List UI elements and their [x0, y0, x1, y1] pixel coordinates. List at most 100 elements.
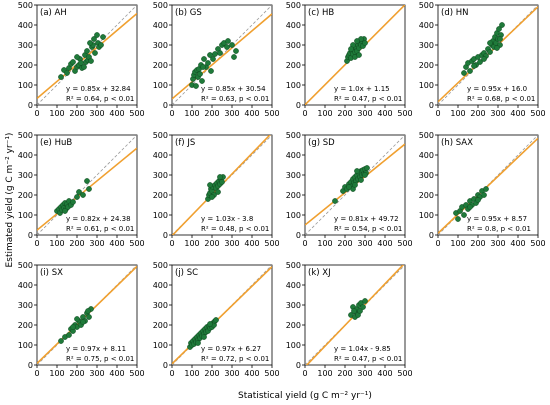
x-tick-label: 0	[169, 109, 174, 118]
x-tick-label: 200	[337, 109, 352, 118]
data-point	[346, 184, 352, 190]
x-tick-label: 400	[377, 239, 392, 248]
x-tick-label: 0	[435, 109, 440, 118]
data-point	[229, 42, 235, 48]
y-tick-label: 100	[18, 81, 33, 90]
x-tick-label: 300	[490, 239, 505, 248]
x-tick-label: 0	[302, 239, 307, 248]
y-tick-label: 300	[419, 171, 434, 180]
x-tick-label: 200	[204, 109, 219, 118]
data-point	[475, 197, 481, 203]
data-point	[477, 59, 483, 65]
y-tick-label: 400	[286, 281, 301, 290]
x-tick-label: 400	[109, 239, 124, 248]
x-tick-label: 0	[169, 239, 174, 248]
x-tick-label: 200	[337, 239, 352, 248]
x-tick-label: 100	[49, 109, 64, 118]
y-tick-label: 0	[28, 101, 33, 110]
data-point	[86, 186, 92, 192]
x-tick-label: 100	[450, 109, 465, 118]
data-point	[84, 178, 90, 184]
panel-title: (b) GS	[175, 8, 202, 18]
data-point	[58, 338, 64, 344]
y-tick-label: 0	[28, 361, 33, 370]
data-point	[76, 189, 82, 195]
regression-stats: R² = 0.61, p < 0.01	[66, 225, 134, 233]
data-point	[225, 38, 231, 44]
y-tick-label: 200	[419, 191, 434, 200]
y-tick-label: 100	[18, 211, 33, 220]
data-point	[499, 22, 505, 28]
y-tick-label: 200	[18, 321, 33, 330]
y-tick-label: 200	[153, 191, 168, 200]
x-tick-label: 400	[109, 109, 124, 118]
panel-title: (k) XJ	[308, 268, 331, 278]
y-tick-label: 300	[18, 41, 33, 50]
data-point	[497, 36, 503, 42]
regression-stats: R² = 0.68, p < 0.01	[467, 95, 535, 103]
y-tick-label: 300	[419, 41, 434, 50]
y-tick-label: 500	[419, 131, 434, 140]
data-point	[364, 165, 370, 171]
data-point	[74, 316, 80, 322]
x-tick-label: 200	[470, 109, 485, 118]
y-tick-label: 0	[163, 231, 168, 240]
y-tick-label: 100	[419, 211, 434, 220]
data-point	[207, 321, 213, 327]
y-tick-label: 100	[153, 211, 168, 220]
y-tick-label: 300	[153, 41, 168, 50]
x-tick-label: 200	[69, 109, 84, 118]
figure-x-axis-label: Statistical yield (g C m⁻² yr⁻¹)	[238, 391, 372, 401]
data-point	[467, 68, 473, 74]
panel-7: 0 100 200 300 400 500 0 100 200 300 400 500 (h) SAX y…	[419, 131, 546, 248]
y-tick-label: 0	[429, 231, 434, 240]
x-tick-label: 300	[224, 109, 239, 118]
y-tick-label: 100	[153, 341, 168, 350]
x-tick-label: 100	[49, 369, 64, 378]
data-point	[481, 56, 487, 62]
x-tick-label: 100	[317, 109, 332, 118]
data-point	[213, 317, 219, 323]
y-tick-label: 0	[163, 361, 168, 370]
panel-2: 0 100 200 300 400 500 0 100 200 300 400 500 (c) HB y …	[286, 1, 413, 118]
x-tick-label: 200	[204, 369, 219, 378]
regression-equation: y = 0.82x + 24.38	[66, 215, 131, 223]
x-tick-label: 400	[244, 239, 259, 248]
x-tick-label: 500	[530, 239, 545, 248]
data-point	[358, 177, 364, 183]
y-tick-label: 400	[419, 151, 434, 160]
y-tick-label: 400	[153, 151, 168, 160]
panel-title: (j) SC	[175, 268, 198, 278]
regression-equation: y = 0.95x + 8.57	[467, 215, 527, 223]
regression-stats: R² = 0.75, p < 0.01	[66, 355, 134, 363]
x-tick-label: 400	[510, 239, 525, 248]
y-tick-label: 200	[286, 191, 301, 200]
data-point	[74, 54, 80, 60]
data-point	[352, 182, 358, 188]
y-tick-label: 300	[286, 301, 301, 310]
y-tick-label: 0	[296, 231, 301, 240]
data-point	[357, 308, 363, 314]
x-tick-label: 300	[357, 239, 372, 248]
x-tick-label: 200	[337, 369, 352, 378]
data-point	[193, 83, 199, 89]
data-point	[354, 38, 360, 44]
panel-title: (i) SX	[40, 268, 63, 278]
panel-title: (d) HN	[441, 8, 468, 18]
x-tick-label: 400	[109, 369, 124, 378]
data-point	[87, 40, 93, 46]
y-tick-label: 200	[419, 61, 434, 70]
regression-stats: R² = 0.47, p < 0.01	[334, 355, 402, 363]
data-point	[91, 36, 97, 42]
x-tick-label: 400	[244, 109, 259, 118]
panel-title: (h) SAX	[441, 138, 473, 148]
y-tick-label: 500	[18, 1, 33, 10]
x-tick-label: 200	[69, 239, 84, 248]
x-tick-label: 100	[184, 109, 199, 118]
data-point	[64, 70, 70, 76]
regression-equation: y = 0.97x + 8.11	[66, 345, 126, 353]
data-point	[100, 34, 106, 40]
data-point	[219, 179, 225, 185]
data-point	[487, 49, 493, 55]
x-tick-label: 0	[34, 109, 39, 118]
